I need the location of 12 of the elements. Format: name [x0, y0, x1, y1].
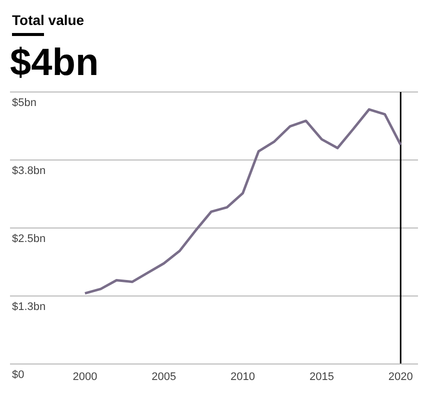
x-tick-label: 2010 — [230, 370, 256, 383]
x-tick-label: 2020 — [388, 370, 413, 383]
y-tick-label: $5bn — [12, 97, 36, 109]
chart-title: Total value — [12, 12, 86, 28]
chart-subtitle: $4bn — [10, 42, 100, 84]
x-tick-label: 2015 — [309, 370, 334, 383]
y-tick-label: $2.5bn — [12, 233, 46, 245]
y-tick-label: $1.3bn — [12, 301, 46, 313]
x-tick-label: 2005 — [152, 370, 176, 383]
y-tick-label: $0 — [12, 369, 24, 381]
x-tick-label: 2000 — [72, 370, 98, 383]
y-tick-label: $3.8bn — [12, 165, 46, 177]
